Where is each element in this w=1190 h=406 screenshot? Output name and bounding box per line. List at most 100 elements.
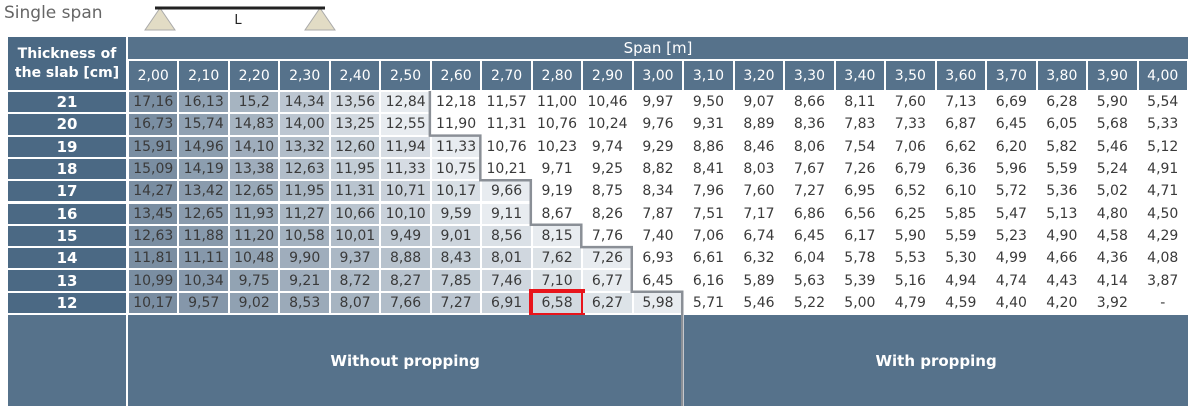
value-cell: 13,56 (330, 92, 380, 113)
value-cell: 15,91 (129, 136, 178, 157)
value-cell: 14,00 (280, 114, 329, 135)
value-cell: 10,10 (381, 203, 430, 224)
value-cell: 6,04 (793, 250, 825, 267)
value-cell: 5,39 (844, 272, 876, 289)
value-cell: 16,73 (129, 114, 178, 135)
support (304, 7, 336, 31)
thickness: 14 (8, 248, 126, 269)
value-cell: 5,23 (995, 227, 1027, 244)
value-cell: 7,17 (743, 205, 775, 222)
value-cell: 5,63 (793, 272, 825, 289)
value-cell: 9,76 (642, 116, 674, 133)
thickness: 12 (8, 292, 126, 313)
value-cell: 5,00 (844, 294, 876, 311)
value-cell: 7,26 (844, 161, 876, 178)
value-cell: 11,57 (486, 94, 527, 111)
value-cell: 9,31 (692, 116, 725, 133)
value-cell: 10,34 (179, 270, 228, 291)
value-cell: 13,45 (129, 203, 178, 224)
value-cell: 5,89 (743, 272, 775, 289)
value-cell: 4,71 (1147, 183, 1179, 200)
value-cell: 5,53 (894, 250, 926, 267)
value-cell: 4,80 (1096, 205, 1128, 222)
value-cell: 11,20 (229, 225, 279, 247)
value-cell: 7,06 (692, 227, 725, 244)
value-cell: 6,93 (642, 250, 674, 267)
value-cell: 8,34 (642, 183, 674, 200)
value-cell: 14,96 (179, 136, 228, 157)
value-cell: 6,58 (528, 288, 586, 318)
value-cell: 6,28 (1046, 94, 1078, 111)
value-cell: 6,95 (844, 183, 876, 200)
value-cell: 8,89 (743, 116, 775, 133)
value-cell: 10,17 (129, 292, 178, 313)
value-cell: 11,33 (381, 158, 430, 180)
value-cell: 7,46 (482, 270, 531, 291)
row-header: Thickness of the slab [cm] (8, 37, 126, 90)
thickness: 19 (8, 136, 126, 157)
value-cell: 10,46 (587, 94, 628, 111)
value-cell: 7,87 (642, 205, 674, 222)
thickness: 15 (8, 225, 126, 247)
value-cell: 12,65 (179, 203, 228, 224)
value-cell: 7,13 (945, 94, 977, 111)
value-cell: 7,60 (894, 94, 926, 111)
value-cell: 5,98 (633, 292, 683, 313)
span-label: 2,90 (583, 61, 632, 90)
value-cell: 5,36 (1046, 183, 1078, 200)
value-cell: 9,37 (330, 248, 380, 269)
value-cell: 4,79 (894, 294, 926, 311)
value-cell: 6,16 (692, 272, 725, 289)
span-label: 3,10 (684, 61, 733, 90)
value-cell: 5,78 (844, 250, 876, 267)
value-cell: 4,91 (1147, 161, 1179, 178)
value-cell: 11,33 (431, 136, 481, 157)
beam-label: L (234, 13, 242, 28)
value-cell: 5,72 (995, 183, 1027, 200)
value-cell: 11,95 (330, 158, 380, 180)
value-cell: 13,42 (179, 181, 228, 202)
value-cell: 3,92 (1096, 294, 1128, 311)
value-cell: 5,22 (793, 294, 825, 311)
value-cell: 4,74 (995, 272, 1027, 289)
value-cell: 5,96 (995, 161, 1027, 178)
value-cell: 4,08 (1147, 250, 1179, 267)
thickness: 18 (8, 158, 126, 180)
value-cell: 8,67 (541, 205, 573, 222)
value-cell: 6,74 (743, 227, 775, 244)
span-label: 2,00 (129, 61, 178, 90)
value-cell: 5,12 (1147, 138, 1179, 155)
support (144, 7, 176, 31)
value-cell: 8,15 (532, 225, 582, 247)
value-cell: 8,26 (591, 205, 624, 222)
value-cell: 8,01 (482, 248, 531, 269)
value-cell: 9,02 (229, 292, 279, 313)
value-cell: 6,79 (894, 161, 926, 178)
value-cell: 5,59 (1046, 161, 1078, 178)
value-cell: 6,56 (844, 205, 876, 222)
value-cell: 10,21 (486, 161, 527, 178)
value-cell: 6,86 (793, 205, 825, 222)
value-cell: 8,41 (692, 161, 725, 178)
value-cell: 4,66 (1046, 250, 1078, 267)
value-cell: 14,34 (280, 92, 329, 113)
value-cell: 9,66 (482, 181, 531, 202)
value-cell: - (1160, 294, 1166, 311)
value-cell: 7,27 (793, 183, 825, 200)
value-cell: 7,27 (431, 292, 481, 313)
value-cell: 5,30 (945, 250, 977, 267)
value-cell: 10,17 (431, 181, 481, 202)
value-cell: 12,18 (436, 94, 477, 111)
value-cell: 4,90 (1046, 227, 1078, 244)
value-cell: 12,65 (229, 181, 279, 202)
value-cell: 10,01 (330, 225, 380, 247)
value-cell: 5,46 (743, 294, 775, 311)
thickness: 13 (8, 270, 126, 291)
span-label: 3,80 (1037, 61, 1087, 90)
value-cell: 9,90 (280, 248, 329, 269)
value-cell: 10,24 (587, 116, 628, 133)
span-label: 3,70 (987, 61, 1036, 90)
value-cell: 7,67 (793, 161, 825, 178)
value-cell: 9,49 (381, 225, 430, 247)
